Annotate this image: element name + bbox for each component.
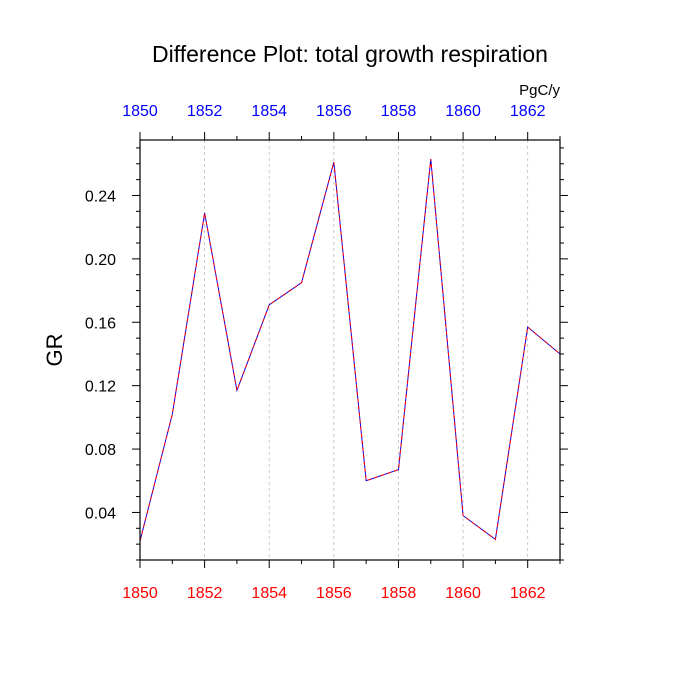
y-tick-label: 0.08: [85, 442, 116, 459]
grid-lines: [204, 140, 529, 560]
series-line-2: [139, 158, 561, 542]
x-tick-label-top: 1862: [510, 103, 546, 120]
y-tick-label: 0.04: [85, 505, 116, 522]
plot-frame: [139, 139, 561, 561]
data-series: [139, 158, 561, 542]
x-tick-label-bottom: 1860: [445, 585, 481, 602]
x-tick-label-top: 1854: [251, 103, 287, 120]
x-tick-label-top: 1852: [187, 103, 223, 120]
x-tick-label-bottom: 1850: [122, 585, 158, 602]
y-tick-label: 0.24: [85, 188, 116, 205]
y-axis-label: GR: [42, 334, 67, 367]
x-tick-label-top: 1856: [316, 103, 352, 120]
x-tick-label-top: 1858: [381, 103, 417, 120]
x-tick-label-top: 1850: [122, 103, 158, 120]
units-label: PgC/y: [519, 82, 560, 99]
axis-ticks: [132, 132, 568, 568]
chart-title: Difference Plot: total growth respiratio…: [152, 41, 548, 67]
x-tick-label-bottom: 1862: [510, 585, 546, 602]
x-tick-label-top: 1860: [445, 103, 481, 120]
y-tick-label: 0.12: [85, 379, 116, 396]
x-tick-label-bottom: 1858: [381, 585, 417, 602]
x-tick-label-bottom: 1852: [187, 585, 223, 602]
x-tick-label-bottom: 1854: [251, 585, 287, 602]
y-tick-label: 0.16: [85, 315, 116, 332]
y-tick-label: 0.20: [85, 252, 116, 269]
tick-labels: 1850 1850 1852 1852 1854 1854 1856 1856 1858 1858…: [85, 103, 546, 602]
series-line-1: [139, 158, 561, 542]
x-tick-label-bottom: 1856: [316, 585, 352, 602]
